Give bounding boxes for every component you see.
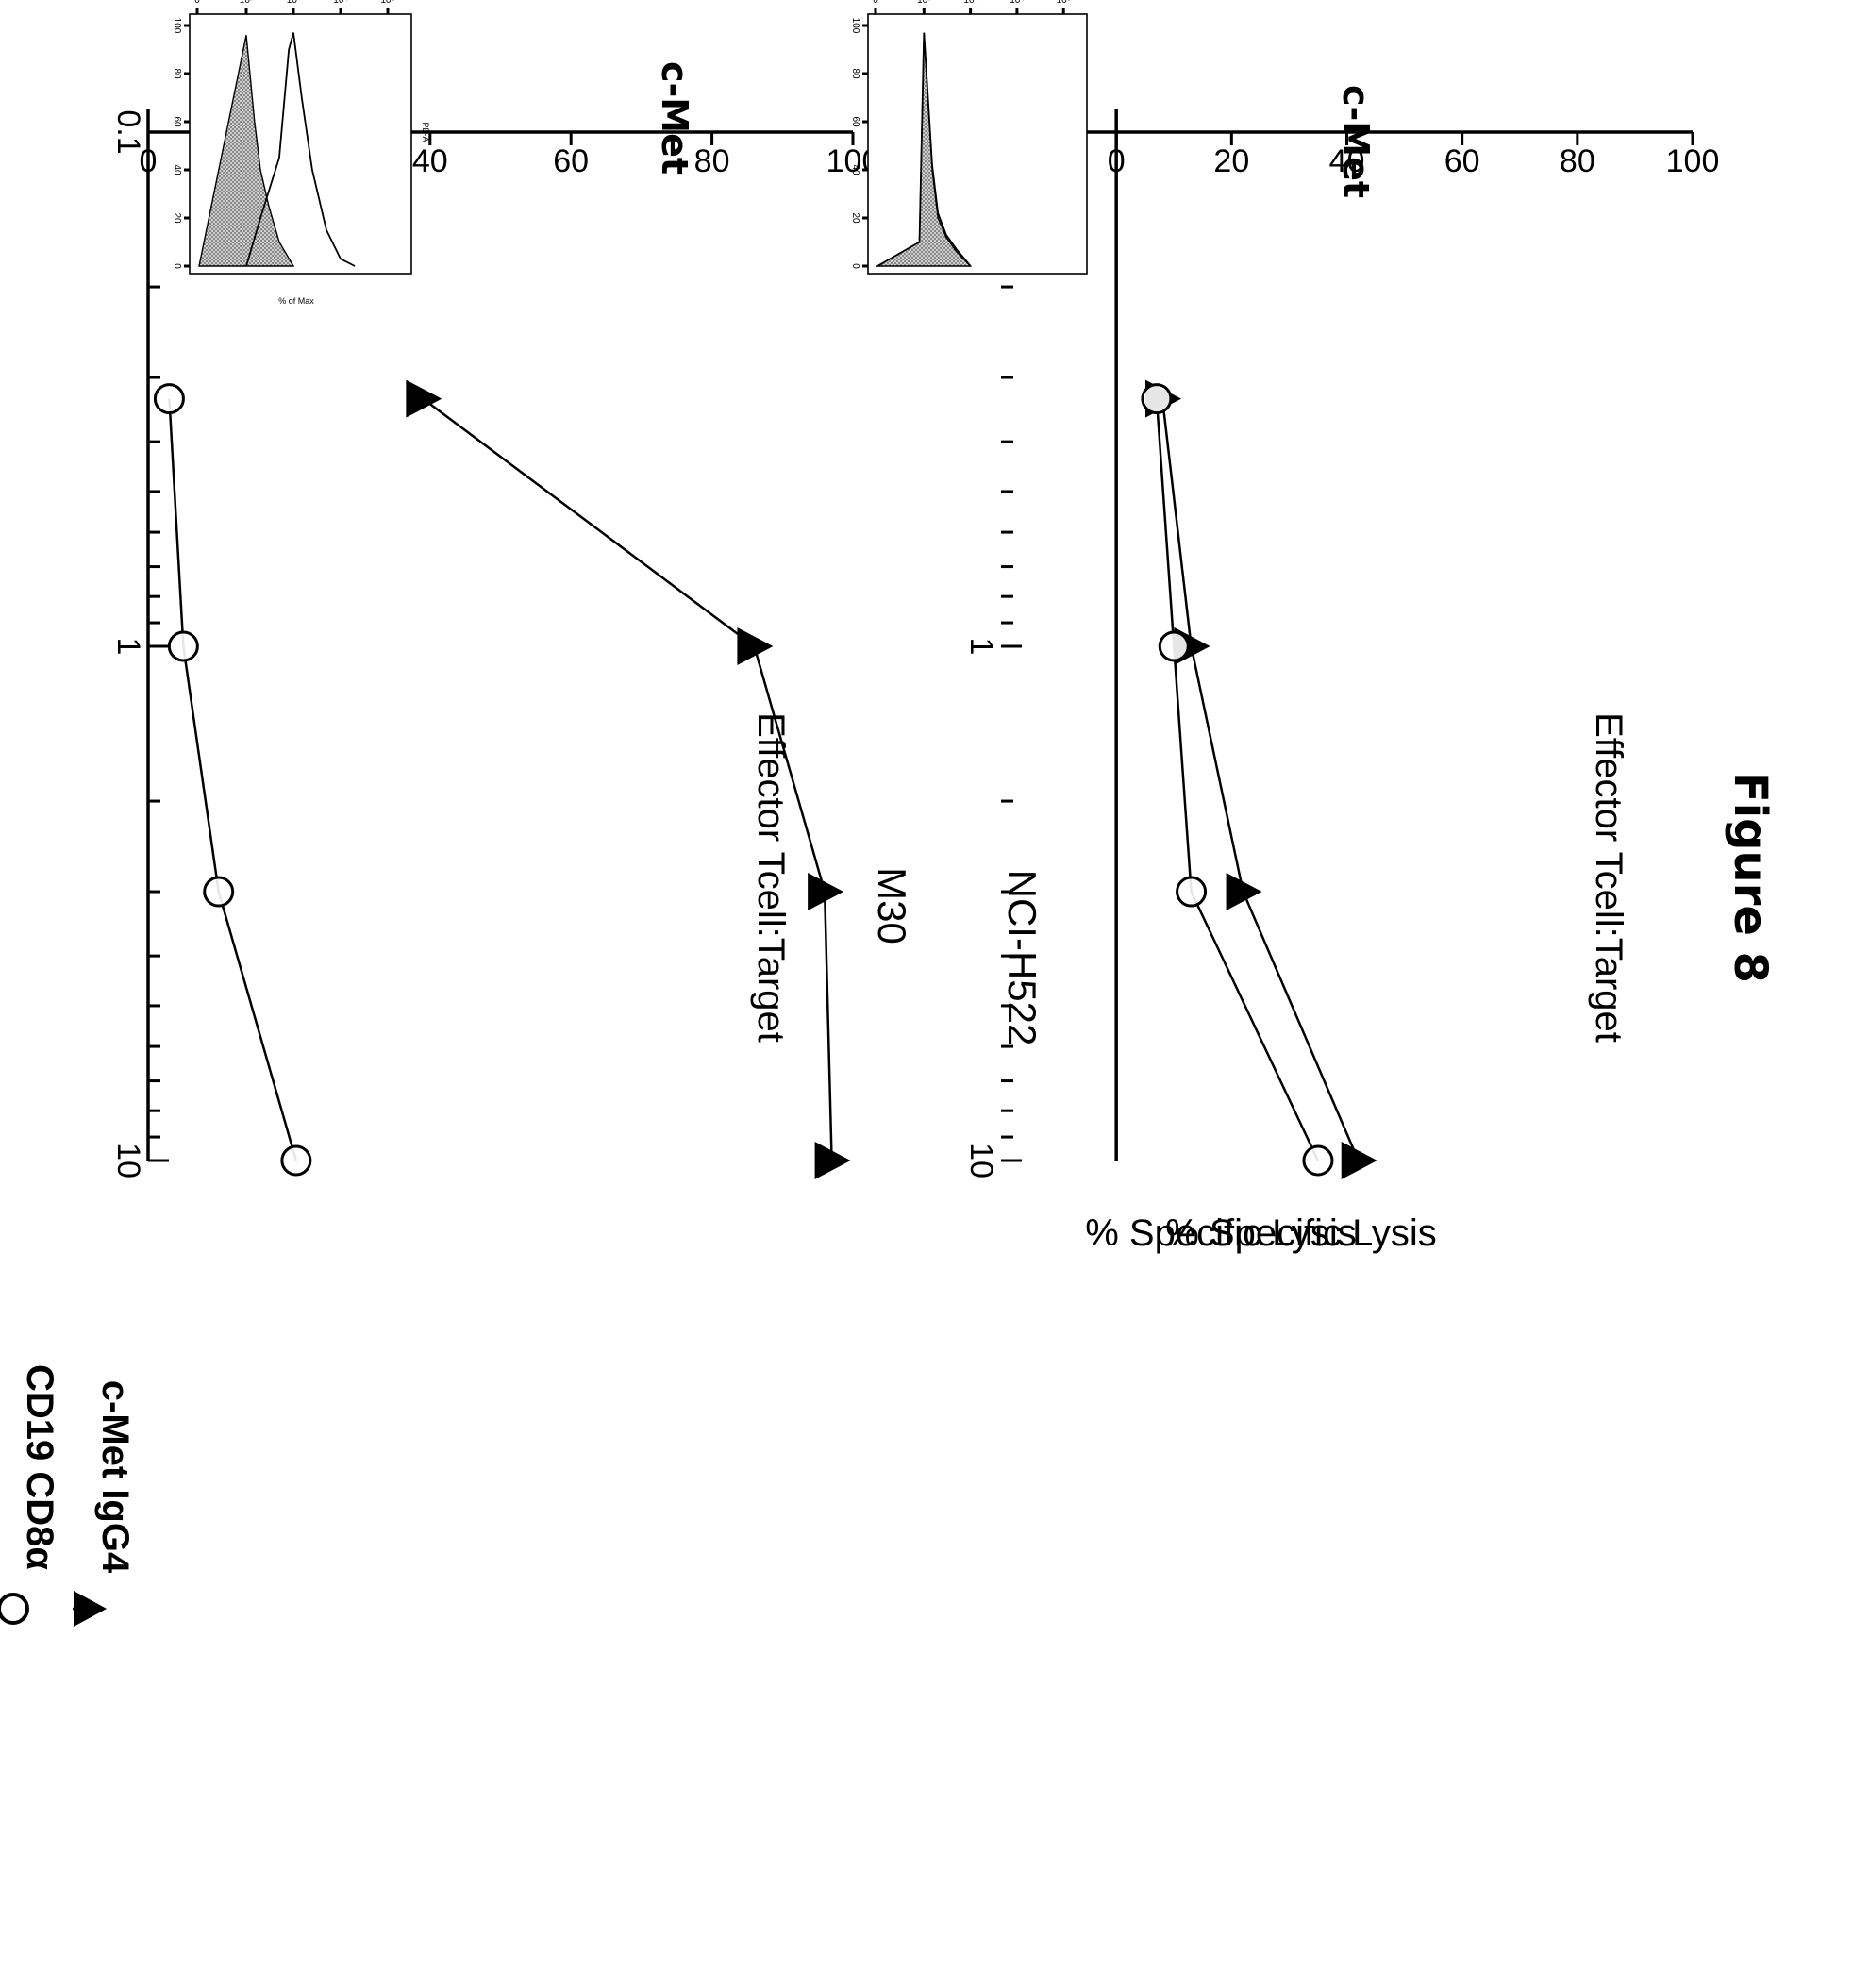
y-tick-label: 0 <box>1108 143 1126 179</box>
triangle-data-point <box>737 627 774 665</box>
histogram-x-tick-label: 10² <box>917 0 931 6</box>
circle-data-point <box>153 383 185 415</box>
histogram-x-tick-label: 10⁴ <box>333 0 347 6</box>
circle-data-point <box>167 630 199 662</box>
m30-x-axis-label: Effector Tcell:Target <box>750 712 792 1043</box>
triangle-data-point <box>1341 1142 1377 1179</box>
m30-chart-title: M30 <box>870 867 914 944</box>
histogram-y-tick-label: 20 <box>850 212 860 224</box>
nci-h522-cmet-histogram: 0 20 40 60 80 100 0 10² 10³ 10⁴ 10⁵ c-Met <box>850 0 1377 275</box>
m30-cmet-histogram: 0 20 40 60 80 100 0 10² 10³ 10⁴ 10⁵ c-Met PE-A % o… <box>172 0 695 306</box>
nci-h522-lysis-chart: NCI-H522 -20020406080100110 Effector Tce… <box>963 109 1719 1254</box>
histogram-y-tick-label: 20 <box>172 212 182 224</box>
circle-data-point <box>1141 383 1173 415</box>
histogram-y-tick-label: 0 <box>172 263 182 269</box>
m30-histogram-x-label: PE-A <box>421 122 430 142</box>
histogram-y-tick-label: 100 <box>172 18 182 34</box>
legend: c-Met IgG4 CD19 CD8α <box>0 1364 136 1627</box>
nci-h522-y-axis-label: % Specific Lysis <box>1085 1212 1357 1254</box>
histogram-x-tick-label: 0 <box>194 0 200 6</box>
histogram-x-tick-label: 0 <box>873 0 878 6</box>
histogram-x-tick-label: 10⁵ <box>380 0 394 6</box>
m30-histogram-y-label: % of Max <box>278 296 314 306</box>
x-tick-label: 10 <box>963 1143 999 1178</box>
legend-label: CD19 CD8α <box>19 1364 60 1570</box>
nci-h522-chart-title: NCI-H522 <box>1000 870 1044 1046</box>
circle-data-point <box>203 876 235 908</box>
series-line <box>168 398 298 1161</box>
y-tick-label: 60 <box>1444 143 1480 179</box>
circle-data-point <box>1158 630 1190 662</box>
legend-label: c-Met IgG4 <box>94 1380 136 1574</box>
y-tick-label: 80 <box>694 143 730 179</box>
nci-h522-x-axis-label: Effector Tcell:Target <box>1588 712 1629 1043</box>
nci-h522-plot-area: -20020406080100110 <box>963 109 1719 1179</box>
legend-item-cd19-cd8a: CD19 CD8α <box>0 1364 60 1625</box>
m30-histogram-title: c-Met <box>654 61 695 175</box>
y-tick-label: 40 <box>1329 143 1365 179</box>
x-tick-label: 10 <box>110 1143 146 1178</box>
nci-h522-histogram-title: c-Met <box>1335 85 1377 198</box>
x-tick-label: 1 <box>110 638 146 656</box>
histogram-y-tick-label: 60 <box>850 116 860 127</box>
triangle-data-point <box>1226 873 1262 911</box>
legend-item-cmet-igg4: c-Met IgG4 <box>73 1380 136 1627</box>
histogram-outline-line <box>876 32 972 267</box>
y-tick-label: 60 <box>553 143 589 179</box>
y-tick-label: 0 <box>140 143 158 179</box>
histogram-x-tick-label: 10³ <box>963 0 977 6</box>
triangle-marker-icon <box>74 1591 107 1627</box>
y-tick-label: 40 <box>412 143 448 179</box>
histogram-x-tick-label: 10³ <box>287 0 301 6</box>
circle-marker-icon <box>0 1593 29 1625</box>
figure-label: Figure 8 <box>1724 772 1777 983</box>
histogram-y-tick-label: 0 <box>850 263 860 269</box>
histogram-y-tick-label: 100 <box>850 18 860 34</box>
series-line <box>422 397 833 1161</box>
histogram-outline-line <box>245 32 356 267</box>
m30-histogram-plot: 0 20 40 60 80 100 0 10² 10³ 10⁴ 10⁵ <box>172 0 395 269</box>
triangle-data-point <box>814 1142 851 1179</box>
nci-h522-histogram-frame <box>867 13 1088 275</box>
x-tick-label: 0.1 <box>110 109 146 154</box>
histogram-filled-area <box>198 35 295 267</box>
m30-y-axis-label: % Specific Lysis <box>1165 1212 1437 1254</box>
histogram-x-tick-label: 10⁵ <box>1057 0 1071 6</box>
series-line <box>1160 398 1360 1161</box>
histogram-y-tick-label: 60 <box>172 116 182 127</box>
circle-data-point <box>280 1144 312 1177</box>
x-tick-label: 1 <box>963 638 999 656</box>
histogram-y-tick-label: 80 <box>172 68 182 79</box>
histogram-x-tick-label: 10⁴ <box>1010 0 1024 6</box>
histogram-y-tick-label: 40 <box>850 164 860 175</box>
triangle-data-point <box>406 379 442 418</box>
y-tick-label: 100 <box>1666 143 1720 179</box>
circle-data-point <box>1176 876 1208 908</box>
histogram-y-tick-label: 40 <box>172 164 182 175</box>
nci-h522-histogram-plot: 0 20 40 60 80 100 0 10² 10³ 10⁴ 10⁵ <box>850 0 1071 269</box>
histogram-y-tick-label: 80 <box>850 68 860 79</box>
circle-data-point <box>1302 1144 1334 1177</box>
y-tick-label: 20 <box>1213 143 1249 179</box>
triangle-data-point <box>808 873 844 911</box>
series-line <box>1155 398 1320 1161</box>
histogram-x-tick-label: 10² <box>240 0 254 6</box>
y-tick-label: 80 <box>1560 143 1595 179</box>
